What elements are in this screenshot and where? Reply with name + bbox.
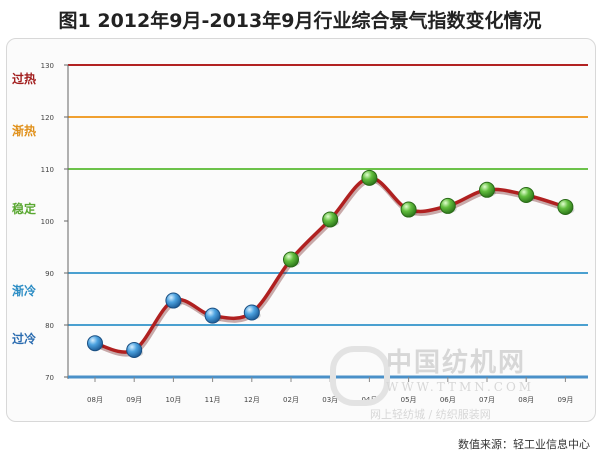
y-tick-label-4: 110 xyxy=(41,166,54,174)
x-tick-label-8: 05月 xyxy=(401,396,417,404)
x-tick-label-11: 08月 xyxy=(518,396,534,404)
zone-label-3: 渐冷 xyxy=(12,283,36,298)
watermark: 中国纺机网 WWW.TTMN.COM 网上轻纺城 / 纺织服装网 xyxy=(330,340,580,440)
x-tick-label-9: 06月 xyxy=(440,396,456,404)
watermark-gear-icon xyxy=(330,346,390,406)
chart-panel xyxy=(6,38,596,422)
data-source: 数值来源：轻工业信息中心 xyxy=(458,438,590,451)
y-tick-label-6: 130 xyxy=(41,62,54,70)
x-tick-label-6: 03月 xyxy=(322,396,338,404)
series-line xyxy=(93,176,569,357)
y-tick-labels: 70 80 90 100 110 120 130 xyxy=(41,62,68,382)
x-tick-label-0: 08月 xyxy=(87,396,103,404)
y-tick-label-1: 80 xyxy=(45,322,54,330)
data-point-7 xyxy=(361,169,378,186)
zone-label-2: 稳定 xyxy=(12,201,36,216)
x-tick-label-1: 09月 xyxy=(126,396,142,404)
data-point-5 xyxy=(283,251,299,268)
y-tick-label-5: 120 xyxy=(41,114,54,122)
data-point-0 xyxy=(87,335,103,352)
data-point-4 xyxy=(243,304,260,321)
x-tick-label-2: 10月 xyxy=(165,396,181,404)
x-tick-labels: 08月 09月 10月 11月 12月 02月 03月 04月 05月 06月 07月 08月 09月 xyxy=(87,377,573,404)
watermark-name: 中国纺机网 xyxy=(386,348,527,378)
y-tick-label-3: 100 xyxy=(41,218,54,226)
zone-label-1: 渐热 xyxy=(12,123,36,138)
x-tick-label-4: 12月 xyxy=(244,396,260,404)
data-point-12 xyxy=(557,198,574,215)
y-tick-label-2: 90 xyxy=(45,270,54,278)
x-tick-label-3: 11月 xyxy=(205,396,221,404)
data-point-11 xyxy=(518,187,535,203)
zone-label-4: 过冷 xyxy=(12,331,36,346)
data-point-10 xyxy=(479,181,495,198)
data-point-1 xyxy=(126,341,143,358)
watermark-url: WWW.TTMN.COM xyxy=(386,380,535,394)
data-point-2 xyxy=(165,292,182,309)
zone-label-0: 过热 xyxy=(12,71,36,86)
series-line-shadow xyxy=(93,177,569,357)
data-point-6 xyxy=(322,211,339,228)
data-point-8 xyxy=(400,201,417,218)
data-point-9 xyxy=(439,197,456,214)
x-tick-label-5: 02月 xyxy=(283,396,299,404)
chart-title: 图1 2012年9月-2013年9月行业综合景气指数变化情况 xyxy=(58,10,542,32)
x-tick-label-12: 09月 xyxy=(557,396,573,404)
series-markers xyxy=(87,169,575,358)
x-tick-label-10: 07月 xyxy=(479,396,495,404)
y-tick-label-0: 70 xyxy=(45,374,54,382)
data-point-3 xyxy=(204,307,221,324)
watermark-tagline: 网上轻纺城 / 纺织服装网 xyxy=(370,408,491,421)
